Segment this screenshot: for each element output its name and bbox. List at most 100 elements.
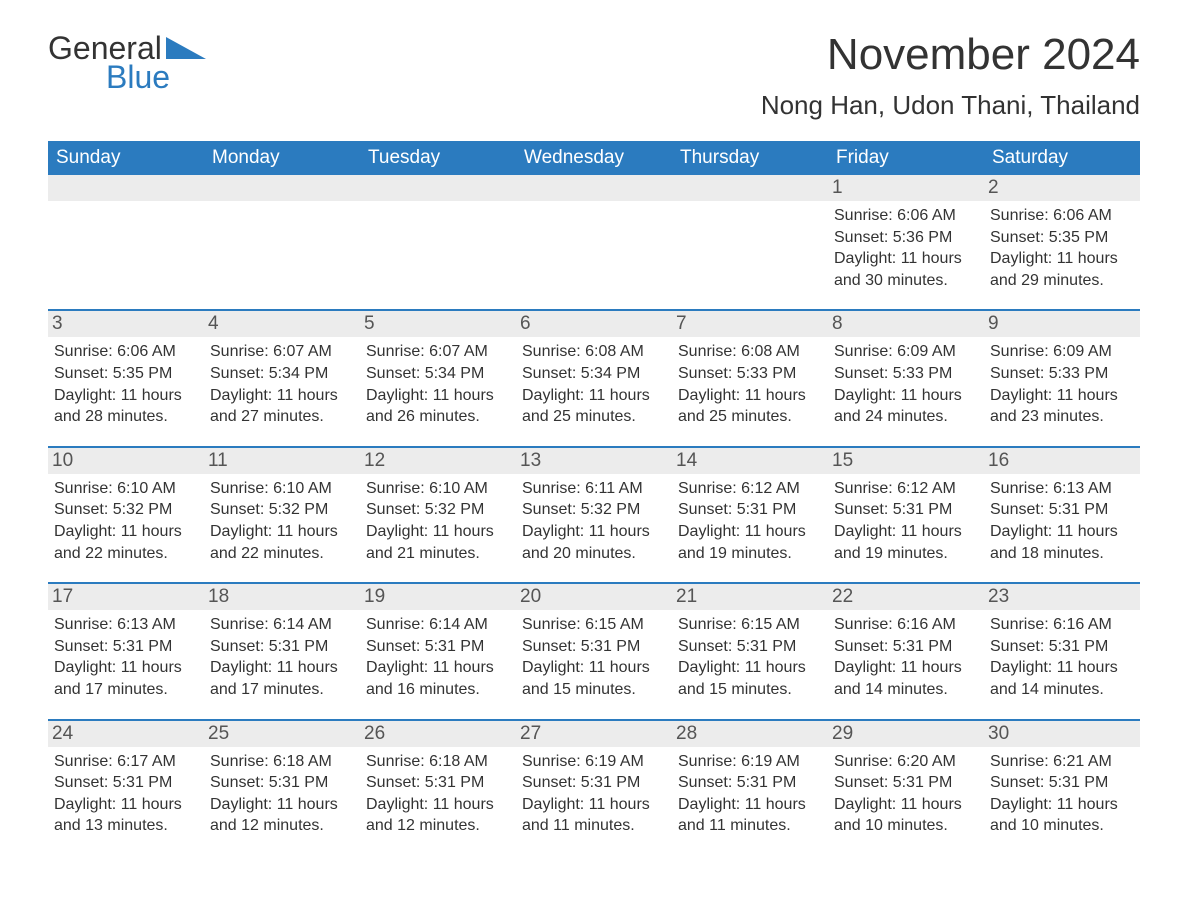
day1-text: Daylight: 11 hours [522,385,666,407]
sunrise-text: Sunrise: 6:15 AM [522,614,666,636]
sunrise-text: Sunrise: 6:14 AM [366,614,510,636]
day1-text: Daylight: 11 hours [366,521,510,543]
week-row: 3Sunrise: 6:06 AMSunset: 5:35 PMDaylight… [48,309,1140,433]
sunrise-text: Sunrise: 6:16 AM [834,614,978,636]
sunset-text: Sunset: 5:33 PM [678,363,822,385]
sunrise-text: Sunrise: 6:18 AM [210,751,354,773]
day-cell: 30Sunrise: 6:21 AMSunset: 5:31 PMDayligh… [984,721,1140,843]
sunrise-text: Sunrise: 6:08 AM [678,341,822,363]
sunrise-text: Sunrise: 6:07 AM [366,341,510,363]
day2-text: and 25 minutes. [678,406,822,428]
sunset-text: Sunset: 5:31 PM [210,772,354,794]
day-cell [672,175,828,297]
day1-text: Daylight: 11 hours [210,794,354,816]
day-number: 5 [360,311,516,337]
sunset-text: Sunset: 5:32 PM [366,499,510,521]
day2-text: and 10 minutes. [990,815,1134,837]
day2-text: and 18 minutes. [990,543,1134,565]
sunset-text: Sunset: 5:31 PM [990,772,1134,794]
sunset-text: Sunset: 5:31 PM [522,772,666,794]
day2-text: and 20 minutes. [522,543,666,565]
sunrise-text: Sunrise: 6:08 AM [522,341,666,363]
sunrise-text: Sunrise: 6:19 AM [678,751,822,773]
day-number: 6 [516,311,672,337]
week-row: 1Sunrise: 6:06 AMSunset: 5:36 PMDaylight… [48,175,1140,297]
month-title: November 2024 [761,30,1140,80]
day-cell: 27Sunrise: 6:19 AMSunset: 5:31 PMDayligh… [516,721,672,843]
weeks-container: 1Sunrise: 6:06 AMSunset: 5:36 PMDaylight… [48,175,1140,843]
header-row: General Blue November 2024 Nong Han, Udo… [48,30,1140,121]
day-number: 10 [48,448,204,474]
day-number: 27 [516,721,672,747]
sunset-text: Sunset: 5:31 PM [54,772,198,794]
sunset-text: Sunset: 5:32 PM [210,499,354,521]
sunset-text: Sunset: 5:31 PM [678,499,822,521]
day1-text: Daylight: 11 hours [990,794,1134,816]
sunrise-text: Sunrise: 6:18 AM [366,751,510,773]
day-number: 24 [48,721,204,747]
day1-text: Daylight: 11 hours [678,521,822,543]
day-number: 13 [516,448,672,474]
day1-text: Daylight: 11 hours [54,657,198,679]
day-cell: 13Sunrise: 6:11 AMSunset: 5:32 PMDayligh… [516,448,672,570]
day-number: 19 [360,584,516,610]
sunset-text: Sunset: 5:31 PM [990,499,1134,521]
day-number: 8 [828,311,984,337]
day-cell: 7Sunrise: 6:08 AMSunset: 5:33 PMDaylight… [672,311,828,433]
day-number: 14 [672,448,828,474]
day-cell: 19Sunrise: 6:14 AMSunset: 5:31 PMDayligh… [360,584,516,706]
sunset-text: Sunset: 5:31 PM [678,636,822,658]
day-cell: 11Sunrise: 6:10 AMSunset: 5:32 PMDayligh… [204,448,360,570]
day2-text: and 19 minutes. [678,543,822,565]
day2-text: and 17 minutes. [210,679,354,701]
empty-day-strip [360,175,516,201]
day-number: 1 [828,175,984,201]
day1-text: Daylight: 11 hours [678,794,822,816]
day1-text: Daylight: 11 hours [366,794,510,816]
weekday-header: Monday [204,141,360,175]
sunrise-text: Sunrise: 6:16 AM [990,614,1134,636]
day-cell: 20Sunrise: 6:15 AMSunset: 5:31 PMDayligh… [516,584,672,706]
day2-text: and 25 minutes. [522,406,666,428]
calendar: SundayMondayTuesdayWednesdayThursdayFrid… [48,141,1140,843]
day-number: 2 [984,175,1140,201]
sunrise-text: Sunrise: 6:15 AM [678,614,822,636]
day-cell: 17Sunrise: 6:13 AMSunset: 5:31 PMDayligh… [48,584,204,706]
day-number: 4 [204,311,360,337]
weekday-header: Saturday [984,141,1140,175]
day2-text: and 15 minutes. [678,679,822,701]
day1-text: Daylight: 11 hours [678,657,822,679]
day2-text: and 29 minutes. [990,270,1134,292]
day-cell: 28Sunrise: 6:19 AMSunset: 5:31 PMDayligh… [672,721,828,843]
sunset-text: Sunset: 5:31 PM [990,636,1134,658]
sunrise-text: Sunrise: 6:06 AM [834,205,978,227]
day1-text: Daylight: 11 hours [54,385,198,407]
day-number: 21 [672,584,828,610]
day2-text: and 27 minutes. [210,406,354,428]
weekday-header-row: SundayMondayTuesdayWednesdayThursdayFrid… [48,141,1140,175]
logo-text-blue: Blue [106,59,170,96]
day-cell: 4Sunrise: 6:07 AMSunset: 5:34 PMDaylight… [204,311,360,433]
sunset-text: Sunset: 5:31 PM [366,772,510,794]
week-row: 24Sunrise: 6:17 AMSunset: 5:31 PMDayligh… [48,719,1140,843]
sunrise-text: Sunrise: 6:07 AM [210,341,354,363]
day-cell: 18Sunrise: 6:14 AMSunset: 5:31 PMDayligh… [204,584,360,706]
sunrise-text: Sunrise: 6:17 AM [54,751,198,773]
sunset-text: Sunset: 5:34 PM [522,363,666,385]
day2-text: and 21 minutes. [366,543,510,565]
day-cell: 2Sunrise: 6:06 AMSunset: 5:35 PMDaylight… [984,175,1140,297]
day-cell: 25Sunrise: 6:18 AMSunset: 5:31 PMDayligh… [204,721,360,843]
day2-text: and 12 minutes. [210,815,354,837]
empty-day-strip [672,175,828,201]
day1-text: Daylight: 11 hours [54,794,198,816]
day-cell [48,175,204,297]
day-cell: 9Sunrise: 6:09 AMSunset: 5:33 PMDaylight… [984,311,1140,433]
day-cell: 14 Sunrise: 6:12 AMSunset: 5:31 PMDayligh… [672,448,828,570]
day2-text: and 15 minutes. [522,679,666,701]
day1-text: Daylight: 11 hours [990,385,1134,407]
day-number: 28 [672,721,828,747]
empty-day-strip [204,175,360,201]
day1-text: Daylight: 11 hours [834,521,978,543]
weekday-header: Wednesday [516,141,672,175]
sunrise-text: Sunrise: 6:12 AM [678,478,822,500]
